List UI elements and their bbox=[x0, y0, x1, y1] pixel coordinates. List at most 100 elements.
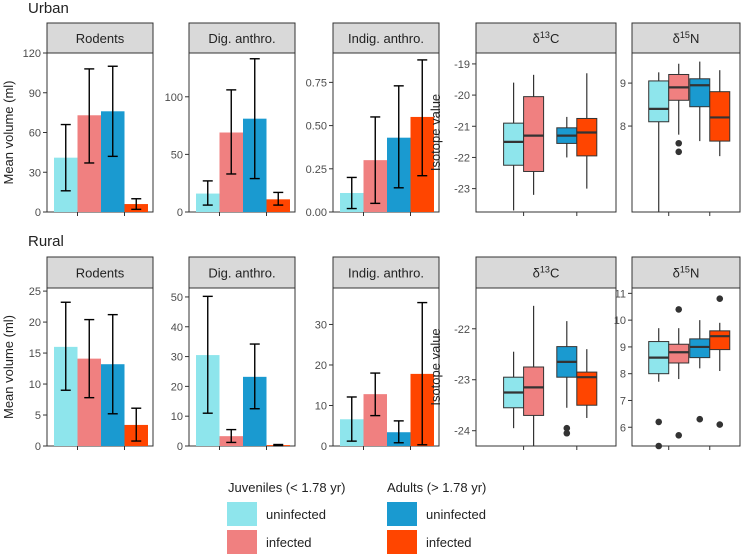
y-tick-label: -23 bbox=[454, 375, 470, 387]
panel-title: δ15N bbox=[673, 30, 700, 46]
legend-label-adult-uninfected: uninfected bbox=[426, 507, 486, 522]
y-tick-label: -22 bbox=[454, 152, 470, 164]
panel-title: Indig. anthro. bbox=[348, 31, 424, 46]
y-tick-label: 8 bbox=[620, 121, 626, 133]
section-label-rural: Rural bbox=[28, 233, 64, 250]
legend-juveniles-title: Juveniles (< 1.78 yr) bbox=[228, 480, 345, 495]
y-tick-label: -22 bbox=[454, 324, 470, 336]
y-tick-label: 0 bbox=[321, 441, 327, 453]
y-tick-label: 0.50 bbox=[306, 121, 327, 133]
y-tick-label: 15 bbox=[29, 348, 41, 360]
outlier-point bbox=[696, 415, 704, 423]
y-tick-label: 50 bbox=[171, 292, 183, 304]
y-tick-label: 30 bbox=[315, 319, 327, 331]
y-tick-label: 20 bbox=[315, 360, 327, 372]
panel-strip bbox=[631, 256, 741, 289]
panel-strip bbox=[631, 22, 741, 54]
box-adult-uninfected bbox=[689, 78, 711, 108]
y-tick-label: 120 bbox=[23, 48, 41, 60]
legend-key-juv-infected bbox=[227, 530, 257, 554]
y-tick-label: -24 bbox=[454, 426, 470, 438]
y-tick-label: 60 bbox=[29, 128, 41, 140]
panel-strip bbox=[475, 256, 617, 289]
panel-rural-6: Dig. anthro. 0 10 20 30 40 50 bbox=[171, 256, 296, 453]
y-tick-label: 90 bbox=[29, 88, 41, 100]
y-tick-label: 0.00 bbox=[306, 207, 327, 219]
y-axis-label: Isotope value bbox=[428, 328, 443, 405]
outlier-point bbox=[563, 424, 571, 432]
y-tick-label: 20 bbox=[171, 381, 183, 393]
plot-frame bbox=[631, 287, 741, 447]
y-tick-label: -20 bbox=[454, 90, 470, 102]
y-tick-label: 100 bbox=[165, 92, 183, 104]
y-tick-label: 0 bbox=[35, 441, 41, 453]
y-tick-label: -23 bbox=[454, 184, 470, 196]
outlier-point bbox=[675, 431, 683, 439]
panel-rural-5: Rodents 0 5 10 15 20 25 Mean volume (ml) bbox=[1, 256, 154, 453]
y-tick-label: 30 bbox=[171, 352, 183, 364]
y-axis-label: Mean volume (ml) bbox=[1, 315, 16, 419]
bar-juv-infected bbox=[363, 394, 387, 446]
panel-strip bbox=[46, 256, 154, 289]
panel-title: Rodents bbox=[76, 266, 125, 281]
outlier-point bbox=[675, 306, 683, 313]
bar-adult-uninfected bbox=[243, 376, 267, 446]
y-axis-label: Mean volume (ml) bbox=[1, 80, 16, 184]
outlier-point bbox=[675, 148, 683, 156]
panel-urban-0: Rodents 0 30 60 90 120 Mean volume (ml) bbox=[1, 22, 154, 219]
panel-title: Indig. anthro. bbox=[348, 266, 424, 281]
box-adult-uninfected bbox=[689, 338, 711, 359]
y-tick-label: 0 bbox=[177, 207, 183, 219]
y-tick-label: 9 bbox=[620, 78, 626, 90]
panel-title: Dig. anthro. bbox=[208, 31, 275, 46]
panel-strip bbox=[46, 22, 154, 54]
panel-urban-2: Indig. anthro. 0.00 0.25 0.50 0.75 bbox=[306, 22, 440, 219]
box-juv-uninfected bbox=[503, 122, 525, 166]
y-axis-label: Isotope value bbox=[428, 94, 443, 171]
panel-title: δ15N bbox=[673, 265, 700, 281]
y-tick-label: 0.25 bbox=[306, 164, 327, 176]
legend: Juveniles (< 1.78 yr) Adults (> 1.78 yr)… bbox=[227, 480, 486, 554]
y-tick-label: 20 bbox=[29, 317, 41, 329]
panel-rural-7: Indig. anthro. 0 10 20 30 bbox=[315, 256, 440, 453]
y-tick-label: -19 bbox=[454, 59, 470, 71]
panel-title: Rodents bbox=[76, 31, 125, 46]
panel-strip bbox=[332, 22, 440, 54]
y-tick-label: 10 bbox=[614, 315, 626, 327]
y-tick-label: -21 bbox=[454, 121, 470, 133]
box-adult-infected bbox=[576, 117, 598, 157]
y-tick-label: 8 bbox=[620, 369, 626, 381]
outlier-point bbox=[675, 139, 683, 147]
plot-frame bbox=[475, 287, 617, 447]
y-tick-label: 11 bbox=[615, 288, 626, 300]
panel-rural-8: δ13C -22 -23 -24 Isotope value bbox=[428, 256, 617, 450]
box-adult-infected bbox=[709, 330, 731, 351]
bar-adult-uninfected bbox=[101, 111, 125, 212]
outlier-point bbox=[655, 418, 663, 426]
y-tick-label: 0 bbox=[177, 441, 183, 453]
y-tick-label: 9 bbox=[620, 342, 626, 354]
bar-juv-uninfected bbox=[54, 346, 78, 446]
panel-urban-1: Dig. anthro. 0 50 100 bbox=[165, 22, 296, 219]
y-tick-label: 7 bbox=[620, 395, 626, 407]
legend-key-adult-infected bbox=[387, 530, 417, 554]
y-tick-label: 0 bbox=[35, 207, 41, 219]
panel-urban-3: δ13C -19 -20 -21 -22 -23 Isotope value bbox=[428, 22, 617, 216]
section-label-urban: Urban bbox=[28, 0, 69, 17]
outlier-point bbox=[716, 421, 724, 428]
legend-adults-title: Adults (> 1.78 yr) bbox=[387, 480, 486, 495]
y-tick-label: 25 bbox=[29, 286, 41, 298]
y-tick-label: 40 bbox=[171, 322, 183, 334]
y-tick-label: 10 bbox=[315, 400, 327, 412]
y-tick-label: 10 bbox=[29, 379, 41, 391]
panel-strip bbox=[188, 256, 296, 289]
box-juv-uninfected bbox=[648, 80, 670, 123]
legend-label-adult-infected: infected bbox=[426, 535, 472, 550]
outlier-point bbox=[655, 442, 663, 450]
panel-strip bbox=[188, 22, 296, 54]
box-juv-infected bbox=[523, 96, 545, 172]
legend-key-adult-uninfected bbox=[387, 502, 417, 526]
legend-label-juv-uninfected: uninfected bbox=[266, 507, 326, 522]
y-tick-label: 6 bbox=[620, 422, 626, 434]
